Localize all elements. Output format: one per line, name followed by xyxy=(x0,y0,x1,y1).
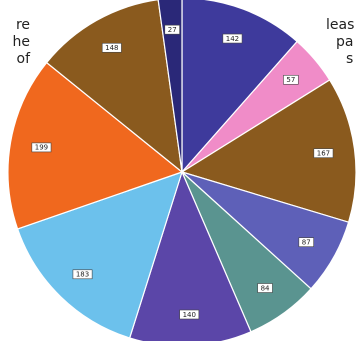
text-fragment-left-1: re xyxy=(15,17,30,33)
slice-value-label-27: 27 xyxy=(164,24,180,35)
pie-slice-167 xyxy=(180,79,356,223)
pie-slice-140 xyxy=(128,170,252,341)
text-fragment-left-2: he xyxy=(12,34,31,50)
pie-slice-142 xyxy=(181,0,298,174)
slice-value-label-148: 148 xyxy=(101,42,122,53)
svg-text:142: 142 xyxy=(226,35,239,43)
slice-value-label-84: 84 xyxy=(257,283,273,293)
slice-value-label-140: 140 xyxy=(179,309,200,320)
svg-text:57: 57 xyxy=(286,76,295,84)
slice-value-label-87: 87 xyxy=(298,237,314,247)
svg-text:140: 140 xyxy=(183,311,196,319)
svg-text:84: 84 xyxy=(261,284,270,292)
text-fragment-right-3: s xyxy=(346,51,354,67)
svg-text:27: 27 xyxy=(168,26,177,34)
pie-slice-148 xyxy=(45,0,183,174)
text-fragment-left-3: of xyxy=(16,51,31,67)
slice-value-label-199: 199 xyxy=(31,142,52,153)
svg-text:87: 87 xyxy=(302,238,311,246)
slice-value-label-183: 183 xyxy=(72,269,93,280)
svg-text:183: 183 xyxy=(76,271,89,279)
text-fragment-right-1: leas xyxy=(326,17,355,33)
svg-text:167: 167 xyxy=(317,149,330,157)
slice-value-label-142: 142 xyxy=(222,33,243,44)
pie-slice-199 xyxy=(7,61,184,230)
pie-slice-183 xyxy=(16,171,183,339)
slice-value-label-167: 167 xyxy=(313,148,334,158)
svg-text:199: 199 xyxy=(35,144,48,152)
text-fragment-right-2: pa xyxy=(336,34,354,50)
svg-text:148: 148 xyxy=(105,44,118,52)
slice-value-label-57: 57 xyxy=(283,74,299,85)
pie-slice-27 xyxy=(157,0,183,173)
